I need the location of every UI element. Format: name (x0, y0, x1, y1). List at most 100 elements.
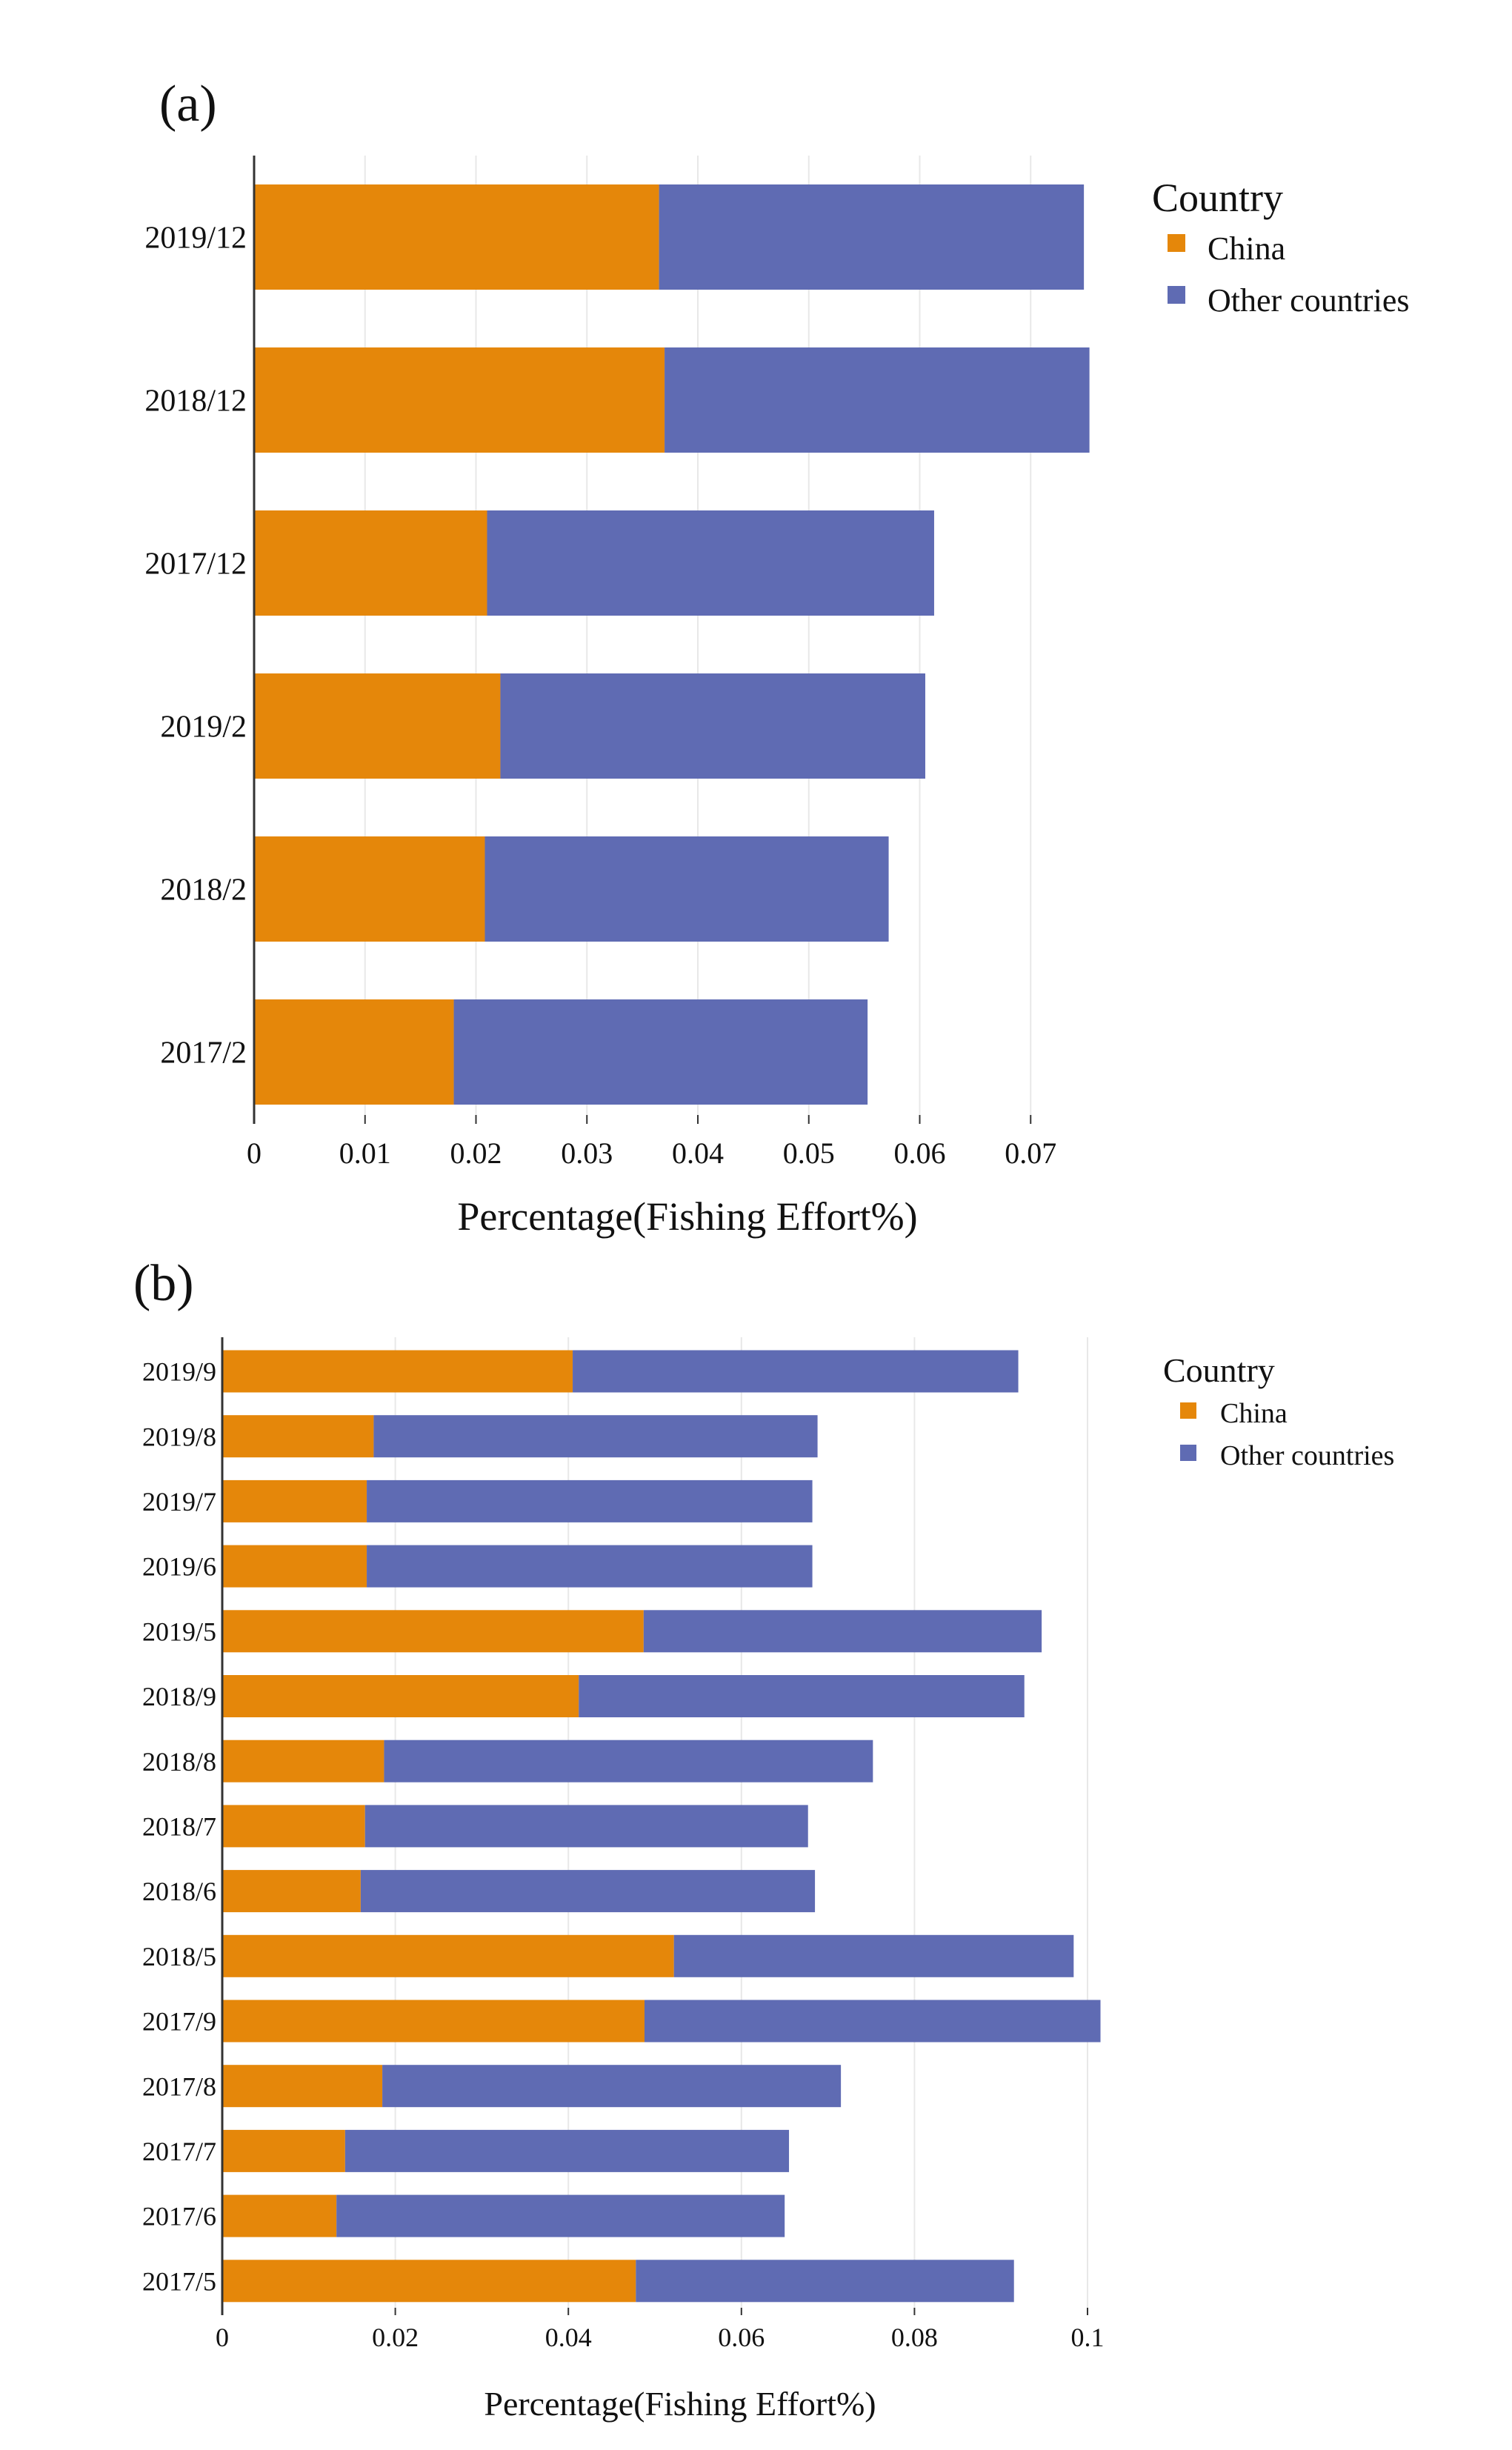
chart-panel-a: (a) 2019/122018/122017/122019/22018/2201… (144, 76, 1409, 1239)
bar-other-countries-b (573, 1350, 1019, 1393)
y-tick-label-a: 2017/2 (160, 1036, 247, 1071)
y-tick-label-b: 2018/8 (142, 1747, 216, 1777)
bar-other-countries-a (484, 836, 889, 942)
bar-china-b (222, 2260, 636, 2303)
x-tick-label-a: 0.02 (450, 1136, 502, 1170)
y-axis-labels-a: 2019/12 2018/12 2017/12 2019/2 2018/2 2017/2 (144, 222, 247, 1071)
y-tick-label-b: 2017/6 (142, 2202, 216, 2231)
bar-other-countries-b (579, 1675, 1025, 1717)
bar-other-countries-a (659, 184, 1085, 290)
legend-swatch-other-b (1180, 1445, 1196, 1461)
bar-china-b (222, 1870, 361, 1913)
x-tick-label-b: 0.1 (1071, 2323, 1105, 2352)
x-tick-label-a: 0.01 (339, 1136, 391, 1170)
bars-a (254, 184, 1090, 1105)
bar-other-countries-b (644, 2000, 1101, 2043)
bar-china-b (222, 1740, 384, 1782)
bar-other-countries-b (367, 1479, 813, 1522)
bar-china-b (222, 1415, 374, 1458)
legend-a: Country China Other countries (1152, 176, 1409, 319)
bar-china-b (222, 2000, 645, 2043)
legend-label-china-b: China (1220, 1398, 1288, 1429)
legend-swatch-other-a (1168, 286, 1185, 304)
bar-china-a (254, 510, 487, 616)
bar-other-countries-b (336, 2194, 785, 2237)
x-axis-ticks-b: 0 0.02 0.04 0.06 0.08 0.1 (216, 2308, 1105, 2352)
y-tick-label-a: 2018/2 (160, 873, 247, 908)
bar-china-a (254, 836, 485, 942)
panel-label-a: (a) (159, 76, 217, 133)
legend-swatch-china-b (1180, 1402, 1196, 1419)
grid-a (364, 156, 1032, 1115)
bar-china-a (254, 347, 665, 453)
y-tick-label-b: 2017/7 (142, 2137, 216, 2166)
x-tick-label-b: 0.06 (718, 2323, 765, 2352)
bar-china-b (222, 1479, 367, 1522)
legend-label-other-b: Other countries (1220, 1440, 1394, 1471)
bar-other-countries-a (453, 999, 868, 1105)
y-tick-label-b: 2017/9 (142, 2007, 216, 2037)
bar-other-countries-a (500, 673, 925, 779)
bar-other-countries-b (373, 1415, 818, 1458)
bar-china-b (222, 1610, 644, 1653)
bar-other-countries-b (382, 2065, 842, 2108)
legend-swatch-china-a (1168, 234, 1185, 252)
bar-other-countries-a (487, 510, 934, 616)
y-tick-label-a: 2019/12 (144, 222, 247, 256)
x-tick-label-a: 0 (247, 1136, 262, 1170)
y-axis-labels-b: 2019/9 2019/8 2019/7 2019/6 2019/5 2018/9 2018… (142, 1357, 216, 2297)
panel-label-b: (b) (133, 1255, 194, 1312)
y-tick-label-b: 2018/6 (142, 1877, 216, 1906)
x-tick-label-a: 0.07 (1005, 1136, 1056, 1170)
bar-china-b (222, 2129, 345, 2172)
bar-other-countries-a (665, 347, 1090, 453)
x-axis-ticks-a: 0 0.01 0.02 0.03 0.04 0.05 0.06 0.07 (247, 1115, 1056, 1170)
legend-label-other-a: Other countries (1208, 282, 1409, 319)
y-tick-label-b: 2018/7 (142, 1812, 216, 1842)
bar-china-a (254, 184, 659, 290)
legend-title-a: Country (1152, 176, 1283, 220)
x-tick-label-b: 0.04 (545, 2323, 592, 2352)
bar-other-countries-b (344, 2129, 790, 2172)
bar-china-a (254, 999, 454, 1105)
bar-other-countries-b (360, 1870, 816, 1913)
bar-other-countries-b (384, 1740, 873, 1782)
bar-china-b (222, 1934, 674, 1977)
bar-other-countries-b (367, 1545, 813, 1588)
legend-title-b: Country (1163, 1351, 1275, 1389)
y-tick-label-b: 2019/8 (142, 1422, 216, 1451)
y-tick-label-b: 2018/5 (142, 1942, 216, 1971)
bar-china-a (254, 673, 501, 779)
bar-china-b (222, 2194, 337, 2237)
bars-b (222, 1350, 1101, 2303)
y-tick-label-b: 2019/7 (142, 1487, 216, 1517)
x-tick-label-a: 0.04 (672, 1136, 724, 1170)
y-tick-label-b: 2018/9 (142, 1682, 216, 1711)
y-tick-label-a: 2018/12 (144, 385, 247, 419)
bar-china-b (222, 1350, 573, 1393)
y-tick-label-a: 2017/12 (144, 547, 247, 582)
bar-china-b (222, 2065, 383, 2108)
x-tick-label-b: 0 (216, 2323, 229, 2352)
y-tick-label-b: 2019/6 (142, 1552, 216, 1582)
bar-other-countries-b (673, 1934, 1074, 1977)
x-tick-label-a: 0.06 (894, 1136, 946, 1170)
y-tick-label-a: 2019/2 (160, 710, 247, 745)
bar-other-countries-b (643, 1610, 1042, 1653)
y-tick-label-b: 2017/5 (142, 2266, 216, 2296)
y-tick-label-b: 2019/9 (142, 1357, 216, 1387)
legend-b: Country China Other countries (1163, 1351, 1394, 1471)
bar-other-countries-b (364, 1805, 808, 1848)
x-tick-label-b: 0.02 (372, 2323, 419, 2352)
bar-china-b (222, 1805, 365, 1848)
x-tick-label-a: 0.03 (561, 1136, 613, 1170)
x-axis-title-a: Percentage(Fishing Effort%) (457, 1194, 917, 1239)
bar-other-countries-b (636, 2260, 1014, 2303)
x-axis-title-b: Percentage(Fishing Effort%) (484, 2385, 876, 2423)
y-tick-label-b: 2019/5 (142, 1617, 216, 1646)
bar-china-b (222, 1675, 579, 1717)
legend-label-china-a: China (1208, 230, 1285, 267)
bar-china-b (222, 1545, 367, 1588)
x-tick-label-b: 0.08 (891, 2323, 938, 2352)
